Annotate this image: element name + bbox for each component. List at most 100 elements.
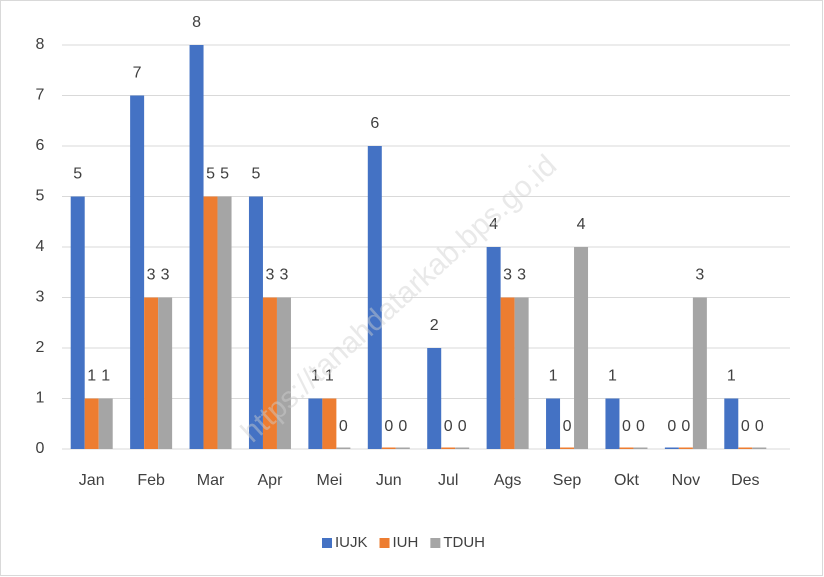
data-label: 0 xyxy=(741,418,750,435)
data-label: 0 xyxy=(563,418,572,435)
legend-swatch xyxy=(322,538,332,548)
bar xyxy=(262,297,277,449)
bar xyxy=(158,297,173,449)
y-tick-label: 6 xyxy=(36,137,45,154)
bar xyxy=(84,398,99,449)
bar xyxy=(486,247,501,449)
data-label: 4 xyxy=(489,216,498,233)
bar xyxy=(678,447,693,449)
bar xyxy=(248,196,263,449)
x-tick-label: Sep xyxy=(553,472,582,489)
data-label: 2 xyxy=(430,317,439,334)
bar xyxy=(560,447,575,449)
x-tick-label: Apr xyxy=(258,472,284,489)
x-tick-label: Jul xyxy=(438,472,458,489)
bar xyxy=(308,398,323,449)
y-tick-label: 8 xyxy=(36,36,45,53)
bar xyxy=(752,447,767,449)
bar xyxy=(70,196,85,449)
bar xyxy=(574,247,589,449)
y-tick-label: 7 xyxy=(36,87,45,104)
data-label: 0 xyxy=(444,418,453,435)
data-label: 5 xyxy=(252,166,261,183)
data-label: 1 xyxy=(325,368,334,385)
data-label: 1 xyxy=(311,368,320,385)
y-tick-label: 4 xyxy=(36,238,45,255)
bar xyxy=(217,196,232,449)
data-label: 1 xyxy=(549,368,558,385)
data-label: 5 xyxy=(206,166,215,183)
bar xyxy=(144,297,159,449)
bar xyxy=(427,348,442,449)
x-tick-label: Mar xyxy=(197,472,225,489)
bar xyxy=(203,196,218,449)
data-label: 3 xyxy=(517,267,526,284)
bar xyxy=(189,45,204,449)
x-tick-label: Jun xyxy=(376,472,402,489)
bar xyxy=(514,297,529,449)
bar xyxy=(455,447,470,449)
data-label: 3 xyxy=(503,267,512,284)
data-label: 1 xyxy=(87,368,96,385)
legend-swatch xyxy=(430,538,441,548)
bar xyxy=(546,398,561,449)
data-label: 0 xyxy=(398,418,407,435)
data-label: 0 xyxy=(339,418,348,435)
bar xyxy=(130,95,145,449)
data-label: 1 xyxy=(727,368,736,385)
bar xyxy=(633,447,648,449)
legend-swatch xyxy=(379,538,390,548)
data-label: 0 xyxy=(384,418,393,435)
data-label: 3 xyxy=(280,267,289,284)
legend-label: IUJK xyxy=(335,534,368,551)
legend-label: IUH xyxy=(393,534,419,551)
data-label: 0 xyxy=(622,418,631,435)
x-tick-label: Des xyxy=(731,472,759,489)
y-tick-label: 3 xyxy=(36,289,45,306)
x-tick-label: Ags xyxy=(494,472,522,489)
y-tick-label: 2 xyxy=(36,339,45,356)
bar xyxy=(738,447,753,449)
data-label: 1 xyxy=(608,368,617,385)
x-tick-label: Okt xyxy=(614,472,639,489)
data-label: 0 xyxy=(636,418,645,435)
data-label: 8 xyxy=(192,14,201,31)
bar xyxy=(664,447,679,449)
bar xyxy=(395,447,410,449)
legend: IUJK IUH TDUH xyxy=(322,534,485,551)
data-label: 3 xyxy=(161,267,170,284)
data-label: 5 xyxy=(220,166,229,183)
data-label: 5 xyxy=(73,166,82,183)
bar xyxy=(605,398,620,449)
bar xyxy=(367,146,382,449)
bar xyxy=(724,398,739,449)
data-label: 3 xyxy=(695,267,704,284)
data-label: 0 xyxy=(667,418,676,435)
x-tick-label: Feb xyxy=(137,472,165,489)
y-tick-label: 1 xyxy=(36,390,45,407)
data-label: 4 xyxy=(577,216,586,233)
data-label: 0 xyxy=(755,418,764,435)
x-tick-label: Mei xyxy=(316,472,342,489)
data-label: 0 xyxy=(458,418,467,435)
x-tick-label: Jan xyxy=(79,472,105,489)
y-tick-label: 5 xyxy=(36,188,45,205)
x-tick-label: Nov xyxy=(672,472,700,489)
bar xyxy=(98,398,113,449)
bar xyxy=(500,297,515,449)
data-label: 7 xyxy=(133,65,142,82)
bar xyxy=(441,447,456,449)
data-label: 3 xyxy=(147,267,156,284)
bar xyxy=(336,447,351,449)
bar xyxy=(322,398,337,449)
y-tick-label: 0 xyxy=(36,440,45,457)
data-label: 3 xyxy=(266,267,275,284)
bar xyxy=(381,447,396,449)
legend-label: TDUH xyxy=(443,534,485,551)
bar xyxy=(619,447,634,449)
data-label: 6 xyxy=(370,115,379,132)
bar xyxy=(692,297,707,449)
